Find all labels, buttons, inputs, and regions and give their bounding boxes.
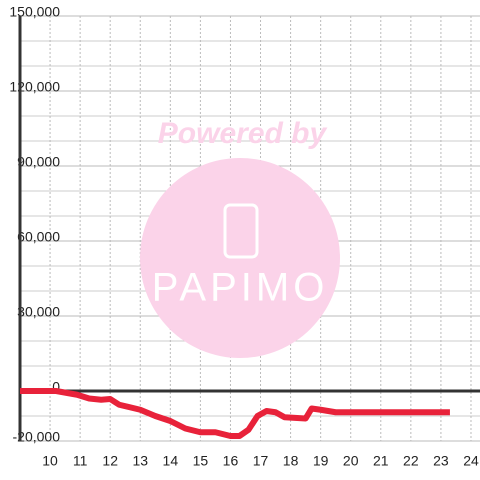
x-tick-label: 20	[343, 453, 359, 469]
x-tick-label: 13	[132, 453, 148, 469]
y-tick-label: 60,000	[17, 229, 60, 245]
x-tick-label: 12	[102, 453, 118, 469]
x-tick-label: 22	[403, 453, 419, 469]
x-tick-label: 10	[42, 453, 58, 469]
line	[20, 388, 450, 439]
y-tick-label: 90,000	[17, 154, 60, 170]
x-tick-label: 18	[283, 453, 299, 469]
x-tick-label: 17	[253, 453, 269, 469]
x-tick-label: 16	[223, 453, 239, 469]
y-tick-label: 0	[52, 379, 60, 395]
watermark-text: Powered by	[158, 117, 328, 150]
x-tick-label: 24	[463, 453, 479, 469]
watermark-logo: PAPIMO	[152, 266, 329, 310]
x-tick-label: 19	[313, 453, 329, 469]
x-tick-label: 11	[73, 453, 88, 469]
y-tick-label: 120,000	[9, 79, 60, 95]
watermark: Powered by PAPIMO	[140, 117, 340, 358]
watermark-icon	[223, 203, 259, 259]
x-tick-label: 21	[373, 453, 389, 469]
x-tick-label: 15	[193, 453, 209, 469]
x-tick-label: 23	[433, 453, 449, 469]
y-tick-label: 30,000	[17, 304, 60, 320]
y-tick-label: 150,000	[9, 4, 60, 20]
y-tick-label: -20,000	[13, 429, 61, 445]
x-tick-label: 14	[163, 453, 179, 469]
